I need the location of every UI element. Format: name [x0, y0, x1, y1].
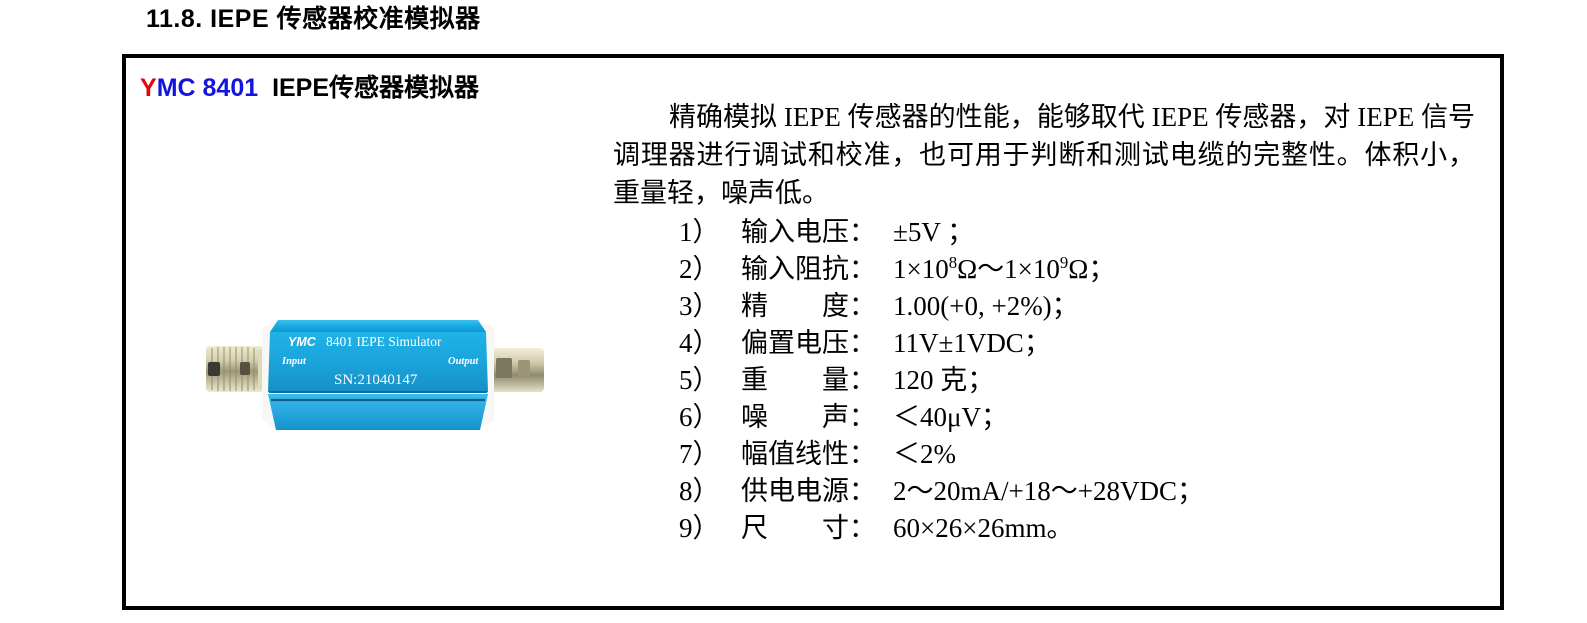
- spec-value: ＜40μV；: [893, 402, 1008, 432]
- spec-index: 6）: [679, 402, 720, 432]
- spec-label: 噪 声：: [741, 402, 876, 432]
- product-description-column: 精确模拟 IEPE 传感器的性能，能够取代 IEPE 传感器，对 IEPE 信号…: [613, 98, 1493, 547]
- spec-row: 1） 输入电压： ±5V ；: [613, 214, 1493, 251]
- page-title: 11.8. IEPE 传感器校准模拟器: [146, 5, 481, 33]
- spec-value: 120 克；: [893, 365, 995, 395]
- spec-value: ±5V ；: [893, 217, 975, 247]
- spec-row: 4） 偏置电压： 11V±1VDC；: [613, 325, 1493, 362]
- spec-value: 1.00(+0, +2%)；: [893, 291, 1079, 321]
- product-title-cn: IEPE传感器模拟器: [272, 74, 480, 102]
- product-title: YMC 8401 IEPE传感器模拟器: [140, 72, 479, 104]
- spec-value: 2～20mA/+18～+28VDC；: [893, 476, 1204, 506]
- spec-label: 输入电压：: [741, 217, 876, 247]
- device-photo: YMC 8401 IEPE Simulator Input Output SN:…: [196, 288, 556, 463]
- spec-label: 幅值线性：: [741, 439, 876, 469]
- brand-letters-mc: MC: [156, 74, 196, 102]
- photo-serial-label: SN:21040147: [334, 372, 418, 388]
- photo-model-label: 8401 IEPE Simulator: [326, 334, 442, 349]
- spec-row: 9） 尺 寸： 60×26×26mm。: [613, 510, 1493, 547]
- spec-index: 3）: [679, 291, 720, 321]
- input-connector-icon: [206, 346, 268, 392]
- spec-row: 2） 输入阻抗： 1×108Ω～1×109Ω；: [613, 251, 1493, 288]
- spec-value: ＜2%: [893, 439, 956, 469]
- photo-input-label: Input: [281, 356, 307, 367]
- spec-label: 精 度：: [741, 291, 876, 321]
- spec-value: 1×108Ω～1×109Ω；: [893, 253, 1116, 284]
- product-card: YMC 8401 IEPE传感器模拟器: [122, 54, 1504, 610]
- spec-index: 5）: [679, 365, 720, 395]
- product-model-number: 8401: [202, 74, 259, 102]
- spec-index: 9）: [679, 513, 720, 543]
- spec-index: 8）: [679, 476, 720, 506]
- spec-row: 3） 精 度： 1.00(+0, +2%)；: [613, 288, 1493, 325]
- spec-value: 11V±1VDC；: [893, 328, 1051, 358]
- brand-letter-y: Y: [140, 74, 157, 102]
- spec-label: 输入阻抗：: [741, 254, 876, 284]
- spec-row: 6） 噪 声： ＜40μV；: [613, 399, 1493, 436]
- spec-label: 偏置电压：: [741, 328, 876, 358]
- spec-index: 4）: [679, 328, 720, 358]
- spec-index: 1）: [679, 217, 720, 247]
- spec-label: 供电电源：: [741, 476, 876, 506]
- photo-brand-label: YMC: [288, 335, 317, 349]
- spec-row: 5） 重 量： 120 克；: [613, 362, 1493, 399]
- product-photo-area: YMC 8401 IEPE Simulator Input Output SN:…: [136, 118, 616, 588]
- spec-index: 7）: [679, 439, 720, 469]
- spec-label: 尺 寸：: [741, 513, 876, 543]
- spec-row: 7） 幅值线性： ＜2%: [613, 436, 1493, 473]
- spec-row: 8） 供电电源： 2～20mA/+18～+28VDC；: [613, 473, 1493, 510]
- spec-value: 60×26×26mm。: [893, 513, 1074, 543]
- product-description-paragraph: 精确模拟 IEPE 传感器的性能，能够取代 IEPE 传感器，对 IEPE 信号…: [613, 102, 1475, 208]
- spec-index: 2）: [679, 254, 720, 284]
- spec-label: 重 量：: [741, 365, 876, 395]
- photo-output-label: Output: [448, 356, 479, 367]
- specification-list: 1） 输入电压： ±5V ； 2） 输入阻抗： 1×108Ω～1×109Ω； 3…: [613, 214, 1493, 547]
